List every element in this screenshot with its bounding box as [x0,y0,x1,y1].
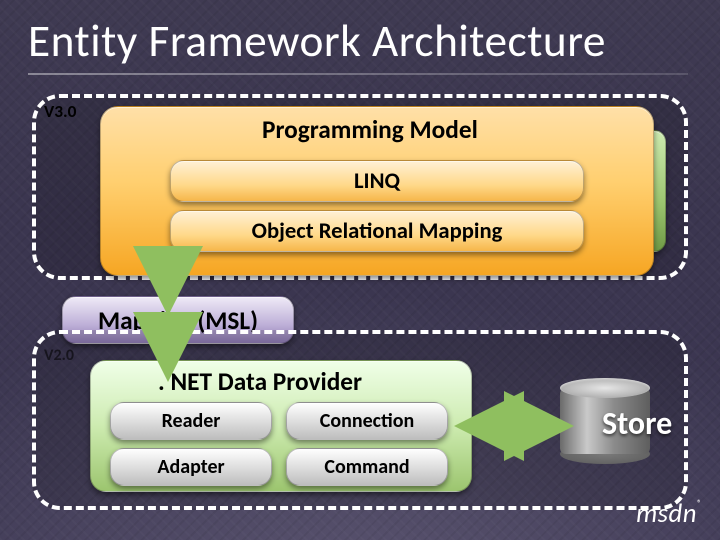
provider-cell-command: Command [286,448,448,486]
programming-model-label: Programming Model [262,114,478,145]
connection-label: Connection [320,409,414,433]
reader-label: Reader [162,409,221,433]
page-title: Entity Framework Architecture [28,14,688,75]
v2-label-peek: V2.0 [44,346,74,365]
store-label: Store [602,404,672,443]
msdn-brand: msdn® [636,498,702,530]
title-underline [28,73,688,75]
orm-box: Object Relational Mapping [170,210,584,252]
v3-label: V3.0 [44,100,76,122]
provider-cell-reader: Reader [110,402,272,440]
provider-heading: . NET Data Provider [158,366,362,397]
slide-stage: Entity Framework Architecture V3.0 Progr… [0,0,720,540]
provider-cell-connection: Connection [286,402,448,440]
msdn-text: msdn [636,498,697,530]
title-text: Entity Framework Architecture [28,14,606,69]
adapter-label: Adapter [157,455,224,479]
linq-label: LINQ [354,167,400,195]
orm-label: Object Relational Mapping [252,217,503,245]
cyl-top [560,378,650,398]
provider-cell-adapter: Adapter [110,448,272,486]
command-label: Command [324,455,409,479]
msdn-tm: ® [697,498,702,509]
linq-box: LINQ [170,160,584,202]
